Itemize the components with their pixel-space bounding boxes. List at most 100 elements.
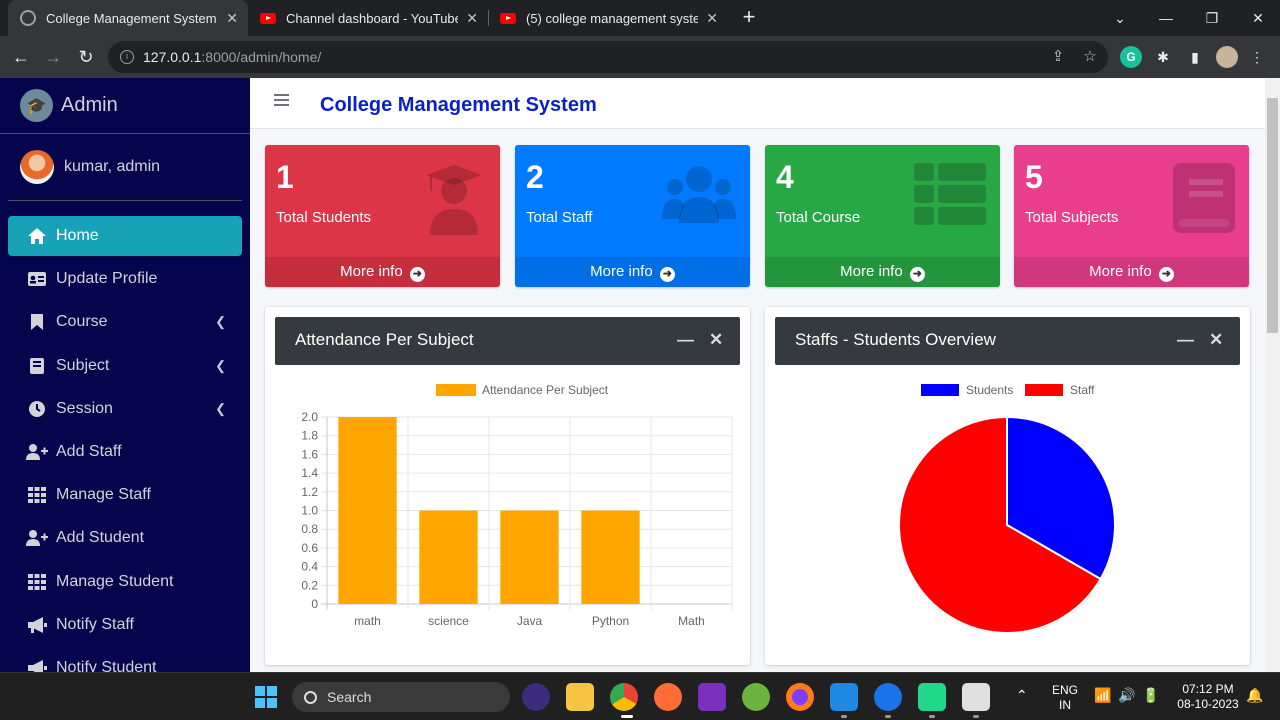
side-panel-icon[interactable]: ▮ [1191, 49, 1199, 65]
tab-youtube-dashboard[interactable]: Channel dashboard - YouTube S ✕ [248, 0, 488, 36]
browser-tab-bar: College Management System ✕ Channel dash… [0, 0, 1280, 36]
profile-avatar-icon[interactable] [1216, 46, 1238, 68]
y-tick-label: 1.2 [301, 485, 318, 499]
chevron-left-icon: ❮ [215, 357, 226, 373]
new-tab-icon[interactable]: + [742, 4, 756, 29]
stat-number: 1 [276, 159, 294, 195]
firefox-app-icon[interactable] [786, 683, 814, 711]
x-tick-label: math [354, 614, 381, 628]
minimize-card-icon[interactable]: — [677, 330, 694, 349]
wifi-icon[interactable]: 📶 [1094, 687, 1112, 703]
taskbar-search[interactable]: Search [292, 682, 510, 712]
window-close-icon[interactable]: ✕ [1252, 9, 1264, 26]
brand-link[interactable]: 🎓 Admin [0, 78, 250, 134]
user-plus-icon [26, 528, 48, 548]
chrome-app-icon[interactable] [610, 683, 638, 711]
sidebar-item-manage-student[interactable]: Manage Student [8, 562, 242, 602]
back-arrow-icon[interactable]: ← [12, 47, 30, 67]
notification-bell-icon[interactable]: 🔔 [1246, 687, 1264, 703]
reload-icon[interactable]: ↻ [78, 47, 94, 67]
extensions-puzzle-icon[interactable]: ✱ [1157, 49, 1169, 65]
url-bar[interactable]: i 127.0.0.1:8000/admin/home/ ⇪ ☆ [108, 41, 1108, 73]
windows-taskbar: Search ⌃ ENG IN 📶 🔊 🔋 07:12 PM 08-10-202… [0, 672, 1280, 720]
globe-icon [20, 10, 36, 26]
stat-box-course: 4 Total Course More info ➜ [765, 145, 1000, 287]
tray-chevron-up-icon[interactable]: ⌃ [1016, 687, 1028, 703]
y-tick-label: 0.4 [301, 560, 318, 574]
battery-icon[interactable]: 🔋 [1142, 687, 1160, 703]
share-icon[interactable]: ⇪ [1051, 48, 1065, 65]
clock[interactable]: 07:12 PM 08-10-2023 [1172, 682, 1244, 712]
close-card-icon[interactable]: ✕ [709, 330, 724, 349]
graduate-icon [422, 163, 486, 245]
user-plus-icon [26, 442, 48, 462]
megaphone-icon [26, 658, 48, 672]
zoom-app-icon[interactable] [874, 683, 902, 711]
more-info-link[interactable]: More info ➜ [265, 257, 500, 287]
sidebar-item-update-profile[interactable]: Update Profile [8, 259, 242, 299]
overview-pie-chart: Students Staff [898, 383, 1116, 634]
legend-item: Staff [1025, 383, 1095, 397]
sidebar-item-notify-staff[interactable]: Notify Staff [8, 605, 242, 645]
y-tick-label: 1.4 [301, 466, 318, 480]
spring-app-icon[interactable] [742, 683, 770, 711]
tab-search-chevron-icon[interactable]: ⌄ [1114, 9, 1126, 26]
close-icon[interactable]: ✕ [706, 9, 718, 26]
attendance-card: Attendance Per Subject — ✕ Attendance Pe… [265, 307, 750, 665]
kebab-menu-icon[interactable]: ⋮ [1250, 49, 1264, 65]
page-scrollbar[interactable] [1265, 78, 1280, 672]
close-icon[interactable]: ✕ [226, 9, 238, 26]
windows-start-icon[interactable] [255, 686, 277, 708]
search-label: Search [327, 689, 372, 705]
sidebar-item-manage-staff[interactable]: Manage Staff [8, 475, 242, 515]
chevron-left-icon: ❮ [215, 314, 226, 330]
restore-icon[interactable]: ❐ [1205, 9, 1219, 26]
arrow-circle-right-icon: ➜ [1158, 267, 1174, 282]
y-tick-label: 0 [311, 597, 318, 611]
sidebar-item-label: Update Profile [56, 270, 158, 288]
sidebar-item-session[interactable]: Session ❮ [8, 389, 242, 429]
sidebar-item-add-staff[interactable]: Add Staff [8, 432, 242, 472]
more-info-link[interactable]: More info ➜ [515, 257, 750, 287]
tab-college-management[interactable]: College Management System ✕ [8, 0, 248, 36]
user-panel[interactable]: kumar, admin [8, 134, 242, 201]
more-info-link[interactable]: More info ➜ [1014, 257, 1249, 287]
info-icon[interactable]: i [120, 50, 134, 64]
more-info-link[interactable]: More info ➜ [765, 257, 1000, 287]
scrollbar-thumb[interactable] [1267, 98, 1278, 333]
eclipse-app-icon[interactable] [522, 683, 550, 711]
close-icon[interactable]: ✕ [466, 9, 478, 26]
forward-arrow-icon[interactable]: → [44, 47, 62, 67]
snipping-tool-icon[interactable] [962, 683, 990, 711]
time: 07:12 PM [1182, 682, 1234, 696]
sidebar-item-subject[interactable]: Subject ❮ [8, 346, 242, 386]
tab-title: Channel dashboard - YouTube S [286, 10, 459, 26]
sidebar-item-course[interactable]: Course ❮ [8, 302, 242, 342]
sidebar-item-home[interactable]: Home [8, 216, 242, 256]
grammarly-icon[interactable]: G [1120, 46, 1142, 68]
minimize-icon[interactable]: — [1159, 10, 1173, 26]
postman-app-icon[interactable] [654, 683, 682, 711]
volume-icon[interactable]: 🔊 [1118, 687, 1136, 703]
list-icon [914, 163, 986, 235]
bar [500, 510, 559, 604]
x-tick-label: Java [517, 614, 543, 628]
sidebar-item-notify-student[interactable]: Notify Student [8, 648, 242, 672]
minimize-card-icon[interactable]: — [1177, 330, 1194, 349]
vscode-app-icon[interactable] [830, 683, 858, 711]
hamburger-menu-icon[interactable] [274, 94, 289, 106]
sidebar-item-label: Session [56, 399, 113, 417]
pycharm-app-icon[interactable] [918, 683, 946, 711]
sidebar-item-label: Add Student [56, 529, 145, 547]
clock-icon [26, 399, 48, 419]
date: 08-10-2023 [1177, 697, 1239, 711]
stat-box-students: 1 Total Students More info ➜ [265, 145, 500, 287]
star-icon[interactable]: ☆ [1083, 48, 1097, 65]
language-indicator[interactable]: ENG IN [1048, 683, 1082, 713]
file-explorer-icon[interactable] [566, 683, 594, 711]
close-card-icon[interactable]: ✕ [1209, 330, 1224, 349]
tab-youtube-search[interactable]: (5) college management system ✕ [488, 0, 728, 36]
onenote-app-icon[interactable] [698, 683, 726, 711]
sidebar-item-add-student[interactable]: Add Student [8, 518, 242, 558]
stat-number: 2 [526, 159, 544, 195]
